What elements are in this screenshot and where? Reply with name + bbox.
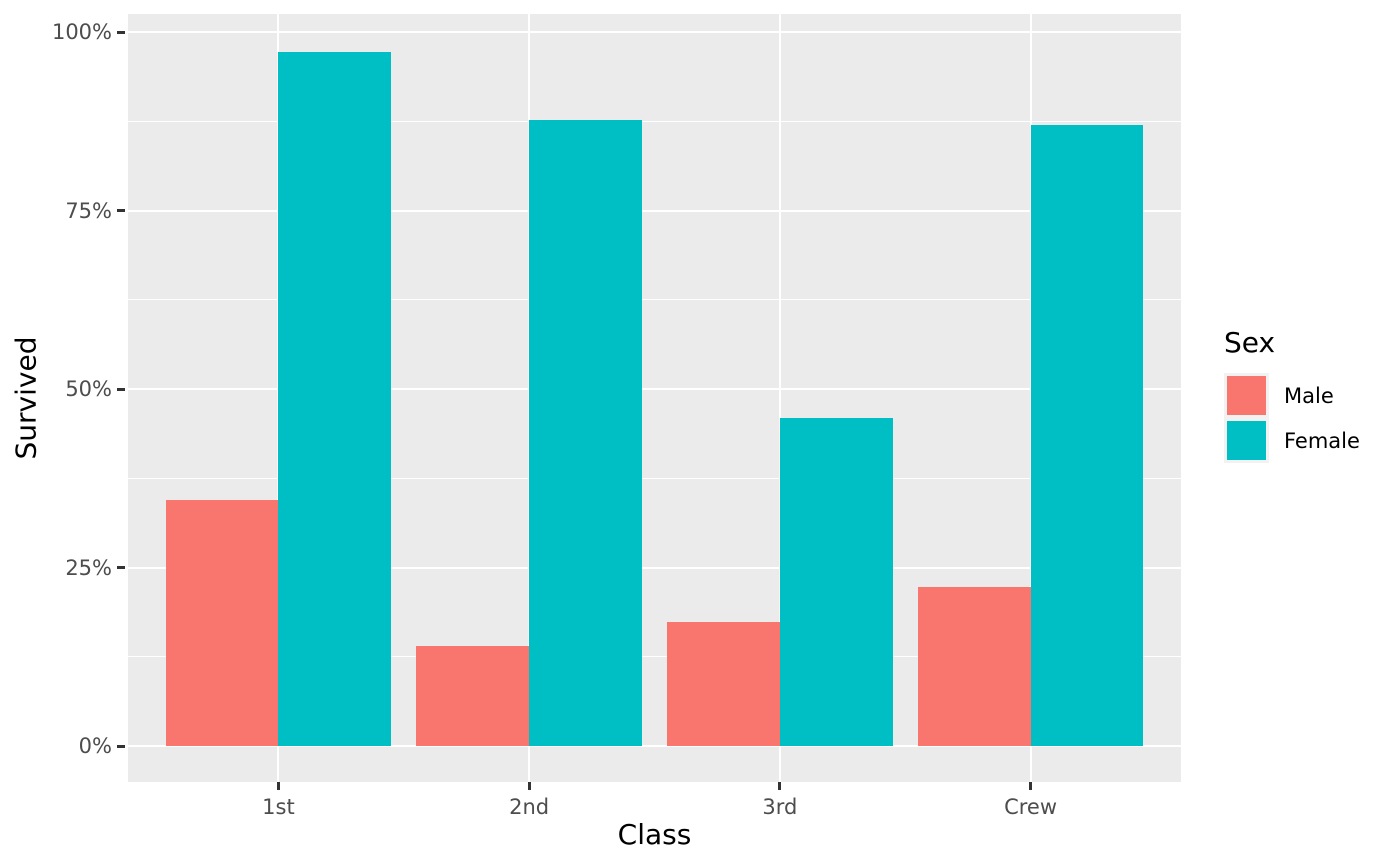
legend-title: Sex xyxy=(1224,326,1276,359)
minor-gridline xyxy=(128,656,1181,658)
x-axis-title: Class xyxy=(617,818,692,851)
legend-items: Male Female xyxy=(1224,373,1360,463)
y-tick-mark xyxy=(117,566,125,569)
legend-key-male-swatch xyxy=(1224,373,1269,418)
x-tick-label: Crew xyxy=(1004,795,1058,819)
y-tick-mark xyxy=(117,387,125,391)
bar-crew-female xyxy=(1030,124,1144,746)
y-tick-label: 50% xyxy=(65,377,112,401)
bar-3rd-male xyxy=(667,622,780,746)
x-tick-mark xyxy=(276,782,280,790)
y-tick-label: 0% xyxy=(78,734,112,758)
legend-swatch-fill xyxy=(1227,376,1266,415)
y-tick-label: 100% xyxy=(51,20,112,44)
minor-gridline xyxy=(128,299,1181,301)
x-tick-mark xyxy=(1029,782,1033,790)
legend-item-female: Female xyxy=(1224,418,1360,463)
legend-label: Male xyxy=(1284,383,1334,408)
y-tick-mark xyxy=(117,209,125,212)
bar-1st-male xyxy=(165,500,279,746)
minor-gridline xyxy=(128,120,1181,122)
major-gridline xyxy=(128,745,1181,747)
minor-gridline xyxy=(128,477,1181,479)
y-axis-title: Survived xyxy=(9,336,43,460)
major-gridline xyxy=(128,388,1181,390)
x-tick-label: 1st xyxy=(262,795,295,819)
bar-2nd-female xyxy=(529,119,642,746)
major-gridline xyxy=(128,209,1181,212)
x-tick-label: 2nd xyxy=(509,795,550,819)
bar-3rd-female xyxy=(779,418,893,746)
legend: Sex Male Female xyxy=(1224,326,1360,463)
major-gridline-vertical xyxy=(778,14,781,782)
major-gridline xyxy=(128,31,1181,33)
x-tick-mark xyxy=(778,782,782,790)
y-tick-label: 25% xyxy=(65,555,112,580)
bar-2nd-male xyxy=(416,646,530,746)
plot-panel xyxy=(128,14,1181,782)
legend-label: Female xyxy=(1284,428,1360,453)
y-tick-mark xyxy=(117,30,125,34)
bar-1st-female xyxy=(278,51,392,746)
legend-item-male: Male xyxy=(1224,373,1360,418)
bar-crew-male xyxy=(917,586,1031,746)
x-tick-mark xyxy=(527,782,531,790)
major-gridline xyxy=(128,566,1181,569)
y-tick-mark xyxy=(117,744,125,748)
legend-key-female-swatch xyxy=(1224,418,1269,463)
y-tick-label: 75% xyxy=(65,198,112,223)
x-tick-label: 3rd xyxy=(762,795,798,819)
legend-swatch-fill xyxy=(1227,421,1266,460)
